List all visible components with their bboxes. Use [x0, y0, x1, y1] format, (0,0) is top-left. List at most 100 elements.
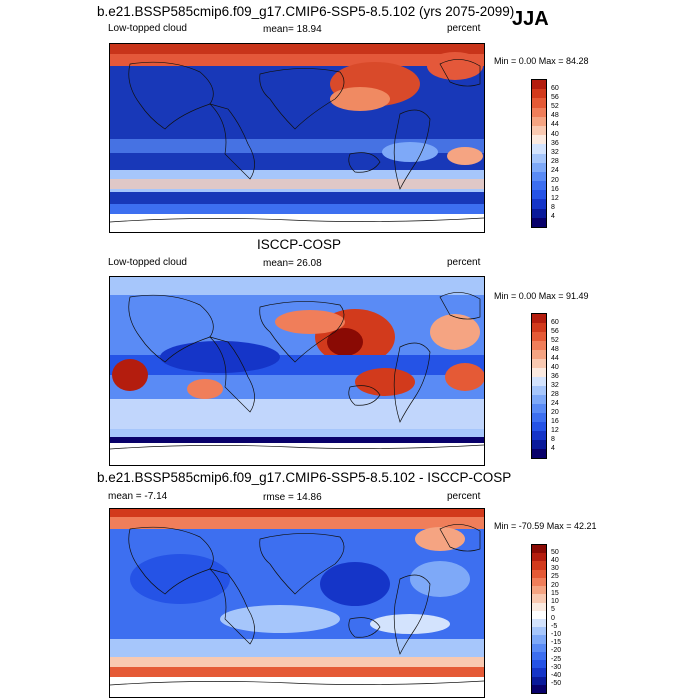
colorbar-segment: [532, 660, 546, 669]
colorbar-segment: [532, 594, 546, 603]
colorbar-segment: [532, 80, 546, 90]
colorbar-tick-label: 50: [551, 548, 559, 556]
colorbar-tick-label: -20: [551, 647, 562, 655]
colorbar-segment: [532, 181, 546, 191]
colorbar-segment: [532, 431, 546, 440]
panel2-title: ISCCP-COSP: [257, 237, 342, 252]
panel1-variable-label: Low-topped cloud: [108, 23, 187, 34]
colorbar-segment: [532, 676, 546, 685]
panel1-map: [109, 43, 485, 233]
colorbar-segment: [532, 135, 546, 145]
colorbar-tick-label: 56: [551, 93, 559, 101]
colorbar-tick-label: -10: [551, 630, 562, 638]
colorbar-tick-label: 8: [551, 204, 555, 212]
panel2-map: [109, 276, 485, 466]
colorbar-segment: [532, 377, 546, 386]
colorbar-segment: [532, 610, 546, 619]
colorbar-segment: [532, 116, 546, 126]
colorbar-segment: [532, 569, 546, 578]
colorbar-segment: [532, 190, 546, 200]
panel2-variable-label: Low-topped cloud: [108, 257, 187, 268]
colorbar-tick-label: 16: [551, 185, 559, 193]
colorbar-tick-label: 48: [551, 112, 559, 120]
panel3-minmax-label: Min = -70.59 Max = 42.21: [494, 521, 597, 531]
panel3-units-label: percent: [447, 491, 481, 502]
colorbar-tick-label: 44: [551, 354, 559, 362]
colorbar-segment: [532, 577, 546, 587]
colorbar-segment: [532, 413, 546, 422]
panel3-map: [109, 508, 485, 698]
colorbar-segment: [532, 125, 546, 136]
colorbar-tick-label: 60: [551, 84, 559, 92]
colorbar-segment: [532, 89, 546, 99]
colorbar-tick-label: 40: [551, 363, 559, 371]
colorbar-segment: [532, 171, 546, 182]
colorbar-segment: [532, 153, 546, 163]
colorbar-segment: [532, 602, 546, 611]
colorbar-tick-label: -40: [551, 672, 562, 680]
colorbar-segment: [532, 332, 546, 341]
colorbar-tick-label: 40: [551, 130, 559, 138]
colorbar-tick-label: 52: [551, 103, 559, 111]
colorbar-tick-label: 52: [551, 336, 559, 344]
colorbar-segment: [532, 668, 546, 677]
panel2-mean-label: mean= 26.08: [263, 258, 322, 269]
colorbar-segment: [532, 323, 546, 332]
colorbar-segment: [532, 341, 546, 350]
colorbar-tick-label: 20: [551, 176, 559, 184]
colorbar-segment: [532, 422, 546, 431]
colorbar-tick-label: 4: [551, 444, 555, 452]
colorbar-segment: [532, 440, 546, 449]
colorbar-tick-label: 32: [551, 381, 559, 389]
colorbar-segment: [532, 586, 546, 595]
colorbar-tick-label: 24: [551, 399, 559, 407]
colorbar-tick-label: 25: [551, 573, 559, 581]
panel3-title: b.e21.BSSP585cmip6.f09_g17.CMIP6-SSP5-8.…: [97, 470, 512, 485]
colorbar-segment: [532, 144, 546, 154]
panel3-mean-label: mean = -7.14: [108, 491, 168, 502]
colorbar-tick-label: 44: [551, 121, 559, 129]
colorbar-tick-label: 12: [551, 194, 559, 202]
colorbar-segment: [532, 618, 546, 628]
panel3-colorbar: [531, 544, 547, 694]
colorbar-segment: [532, 643, 546, 652]
panel1-mean-label: mean= 18.94: [263, 24, 322, 35]
panel1-units-label: percent: [447, 23, 481, 34]
panel3-rmse-label: rmse = 14.86: [263, 492, 322, 503]
colorbar-tick-label: 28: [551, 390, 559, 398]
colorbar-segment: [532, 368, 546, 377]
colorbar-segment: [532, 651, 546, 661]
colorbar-segment: [532, 561, 546, 570]
colorbar-tick-label: 8: [551, 435, 555, 443]
colorbar-segment: [532, 208, 546, 218]
colorbar-tick-label: 48: [551, 345, 559, 353]
colorbar-tick-label: 30: [551, 565, 559, 573]
colorbar-tick-label: 24: [551, 167, 559, 175]
colorbar-tick-label: 15: [551, 589, 559, 597]
colorbar-tick-label: -30: [551, 663, 562, 671]
colorbar-tick-label: 10: [551, 598, 559, 606]
colorbar-tick-label: 20: [551, 581, 559, 589]
colorbar-tick-label: -25: [551, 655, 562, 663]
colorbar-tick-label: 36: [551, 139, 559, 147]
colorbar-tick-label: 12: [551, 426, 559, 434]
colorbar-tick-label: -5: [551, 622, 558, 630]
colorbar-segment: [532, 553, 546, 562]
colorbar-tick-label: 56: [551, 327, 559, 335]
colorbar-tick-label: 36: [551, 372, 559, 380]
colorbar-segment: [532, 350, 546, 359]
colorbar-tick-label: 0: [551, 614, 555, 622]
colorbar-segment: [532, 314, 546, 323]
colorbar-tick-label: -15: [551, 639, 562, 647]
colorbar-tick-label: 60: [551, 318, 559, 326]
panel2-colorbar: [531, 313, 547, 459]
colorbar-tick-label: 40: [551, 556, 559, 564]
colorbar-segment: [532, 162, 546, 172]
colorbar-segment: [532, 199, 546, 209]
panel1-minmax-label: Min = 0.00 Max = 84.28: [494, 56, 589, 66]
colorbar-tick-label: 16: [551, 417, 559, 425]
colorbar-segment: [532, 627, 546, 636]
colorbar-segment: [532, 635, 546, 644]
colorbar-segment: [532, 684, 546, 693]
panel2-minmax-label: Min = 0.00 Max = 91.49: [494, 291, 589, 301]
